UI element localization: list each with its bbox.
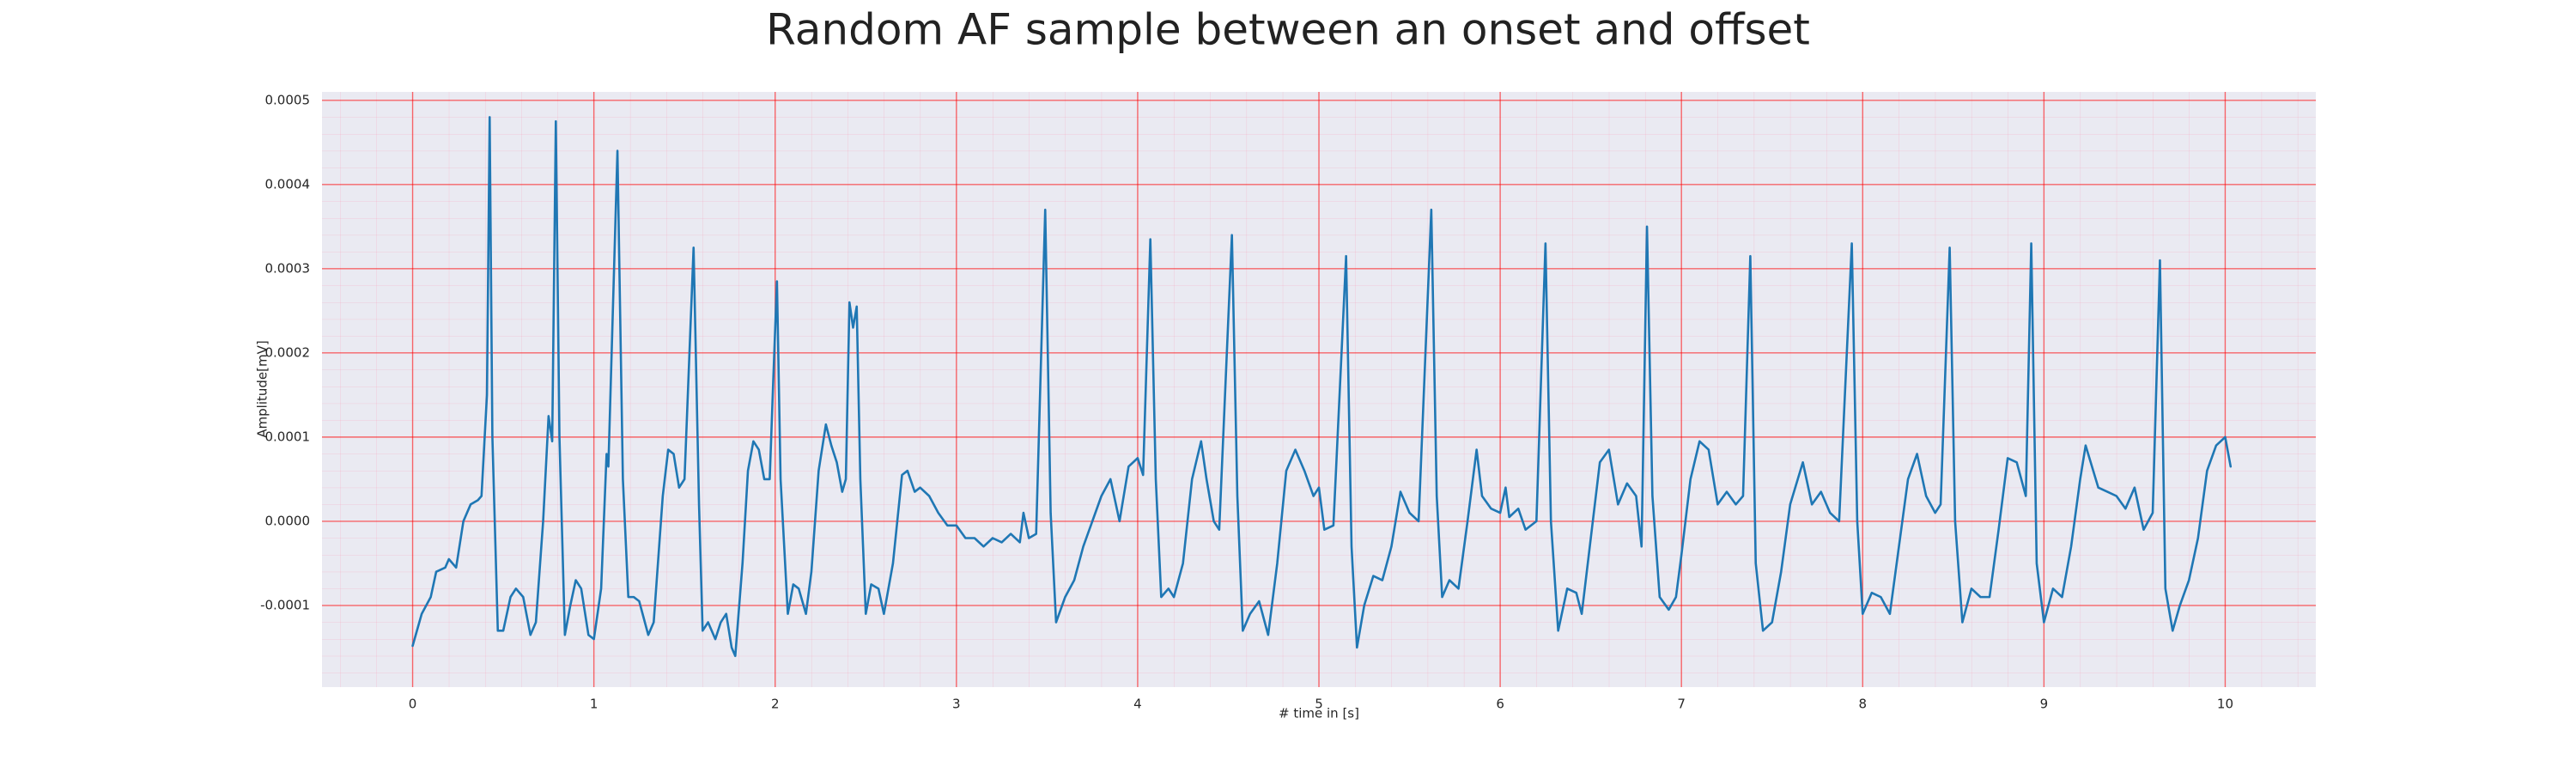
x-tick-label: 4: [1133, 697, 1142, 712]
x-tick-label: 5: [1315, 697, 1323, 712]
x-tick-label: 6: [1496, 697, 1504, 712]
x-tick-label: 10: [2217, 697, 2233, 712]
y-tick-label: -0.0001: [260, 597, 310, 612]
y-axis-label: Amplitude[mV]: [255, 340, 270, 437]
x-tick-label: 7: [1677, 697, 1686, 712]
x-tick-label: 1: [590, 697, 598, 712]
y-tick-label: 0.0001: [265, 429, 311, 444]
y-tick-label: 0.0004: [265, 176, 311, 192]
x-tick-label: 8: [1858, 697, 1867, 712]
x-tick-label: 2: [771, 697, 780, 712]
y-tick-label: 0.0000: [265, 513, 311, 528]
y-tick-label: 0.0003: [265, 260, 311, 276]
x-axis-label: # time in [s]: [1279, 706, 1359, 721]
data-line: [411, 116, 2233, 658]
chart-title: Random AF sample between an onset and of…: [766, 5, 1810, 55]
x-tick-label: 0: [409, 697, 417, 712]
x-tick-label: 9: [2040, 697, 2049, 712]
y-tick-label: 0.0005: [265, 92, 311, 107]
y-tick-label: 0.0002: [265, 344, 311, 360]
x-tick-label: 3: [952, 697, 961, 712]
